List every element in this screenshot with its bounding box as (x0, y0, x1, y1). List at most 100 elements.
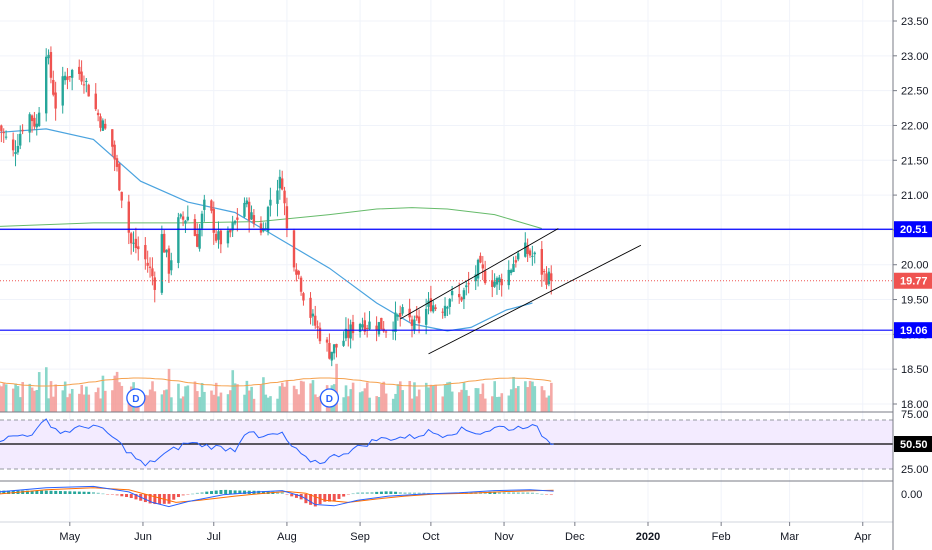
macd-histogram-bar (398, 492, 402, 494)
candle-body (507, 269, 510, 286)
volume-bar (432, 385, 435, 412)
macd-histogram-bar (549, 494, 553, 496)
volume-bar (113, 375, 117, 412)
macd-histogram-bar (535, 493, 539, 495)
price-tick-label: 21.50 (901, 155, 929, 167)
volume-bar (243, 394, 246, 412)
macd-histogram-bar (323, 494, 327, 502)
candle-body (380, 317, 383, 330)
candle-body (493, 281, 496, 287)
macd-histogram-bar (370, 492, 374, 494)
candle-body (417, 316, 421, 324)
candle-body (408, 308, 411, 318)
candle-body (434, 307, 437, 309)
macd-histogram-bar (210, 491, 213, 494)
candle-body (462, 290, 466, 300)
macd-histogram-bar (176, 494, 180, 498)
candle-body (0, 125, 3, 132)
macd-histogram-bar (526, 492, 530, 494)
candle-body (344, 328, 348, 339)
volume-bar (82, 394, 86, 412)
channel-lower-line (428, 244, 642, 355)
volume-bar (545, 397, 548, 412)
candle-body (413, 319, 416, 331)
candle-body (517, 253, 520, 260)
candle-body (68, 76, 71, 78)
volume-bar (342, 397, 345, 412)
macd-histogram-bar (337, 494, 341, 499)
volume-bar (236, 384, 239, 412)
volume-bar (70, 388, 74, 412)
macd-histogram-bar (403, 492, 407, 494)
candle-body (196, 234, 199, 247)
volume-bar (163, 390, 166, 412)
candle-body (332, 344, 336, 354)
candle-body (302, 293, 305, 301)
volume-bar (462, 382, 466, 412)
dividend-marker-label: D (326, 394, 333, 405)
volume-bar (483, 398, 487, 412)
svg-text:20.51: 20.51 (900, 224, 928, 236)
macd-histogram-bar (389, 491, 393, 494)
macd-histogram-bar (68, 491, 72, 494)
volume-bar (146, 395, 150, 412)
time-tick-label: Apr (854, 531, 871, 543)
volume-bar (540, 386, 544, 412)
candle-body (233, 221, 237, 224)
volume-bar (408, 380, 412, 412)
candle-body (203, 199, 206, 210)
candle-body (474, 274, 477, 282)
candle-body (460, 297, 463, 301)
macd-histogram-bar (92, 491, 95, 494)
volume-bar (509, 389, 513, 412)
candle-body (165, 249, 168, 253)
macd-histogram-bar (384, 491, 388, 494)
volume-bar (45, 367, 48, 412)
macd-histogram-bar (153, 494, 157, 505)
candle-body (531, 255, 534, 257)
macd-histogram-bar (365, 492, 369, 494)
volume-bar (61, 390, 65, 412)
volume-bar (415, 396, 419, 412)
volume-bar (2, 383, 6, 412)
volume-bar (349, 389, 353, 412)
volume-bar (115, 371, 119, 412)
time-tick-label: Oct (422, 531, 439, 543)
candle-body (481, 264, 484, 269)
macd-histogram-bar (58, 491, 62, 494)
candle-body (467, 283, 470, 285)
macd-histogram-bar (82, 491, 86, 494)
volume-bar (514, 388, 518, 412)
volume-bar (104, 390, 107, 412)
candle-body (292, 230, 296, 268)
volume-bar (245, 380, 249, 412)
volume-bar (264, 394, 268, 412)
candle-body (134, 238, 138, 249)
macd-histogram-bar (375, 491, 379, 494)
macd-histogram-bar (422, 492, 426, 494)
channel-upper-line (399, 228, 559, 320)
volume-bar (262, 377, 265, 412)
candle-body (325, 339, 329, 343)
volume-bar (493, 381, 496, 412)
volume-bar (443, 384, 447, 412)
volume-bar (19, 397, 22, 412)
macd-histogram-bar (294, 494, 298, 498)
volume-bar (318, 395, 322, 412)
time-tick-label: Feb (712, 531, 731, 543)
macd-histogram-bar (110, 494, 114, 495)
volume-bar (495, 396, 499, 412)
volume-bar (226, 394, 230, 412)
candle-body (198, 228, 201, 249)
candle-body (219, 230, 223, 245)
candle-body (200, 213, 204, 229)
candle-body (214, 234, 218, 241)
volume-bar (365, 382, 369, 412)
volume-bar (4, 384, 8, 412)
candle-body (129, 233, 133, 244)
candle-body (210, 200, 213, 211)
macd-histogram-bar (290, 494, 294, 497)
macd-histogram-bar (493, 491, 497, 494)
